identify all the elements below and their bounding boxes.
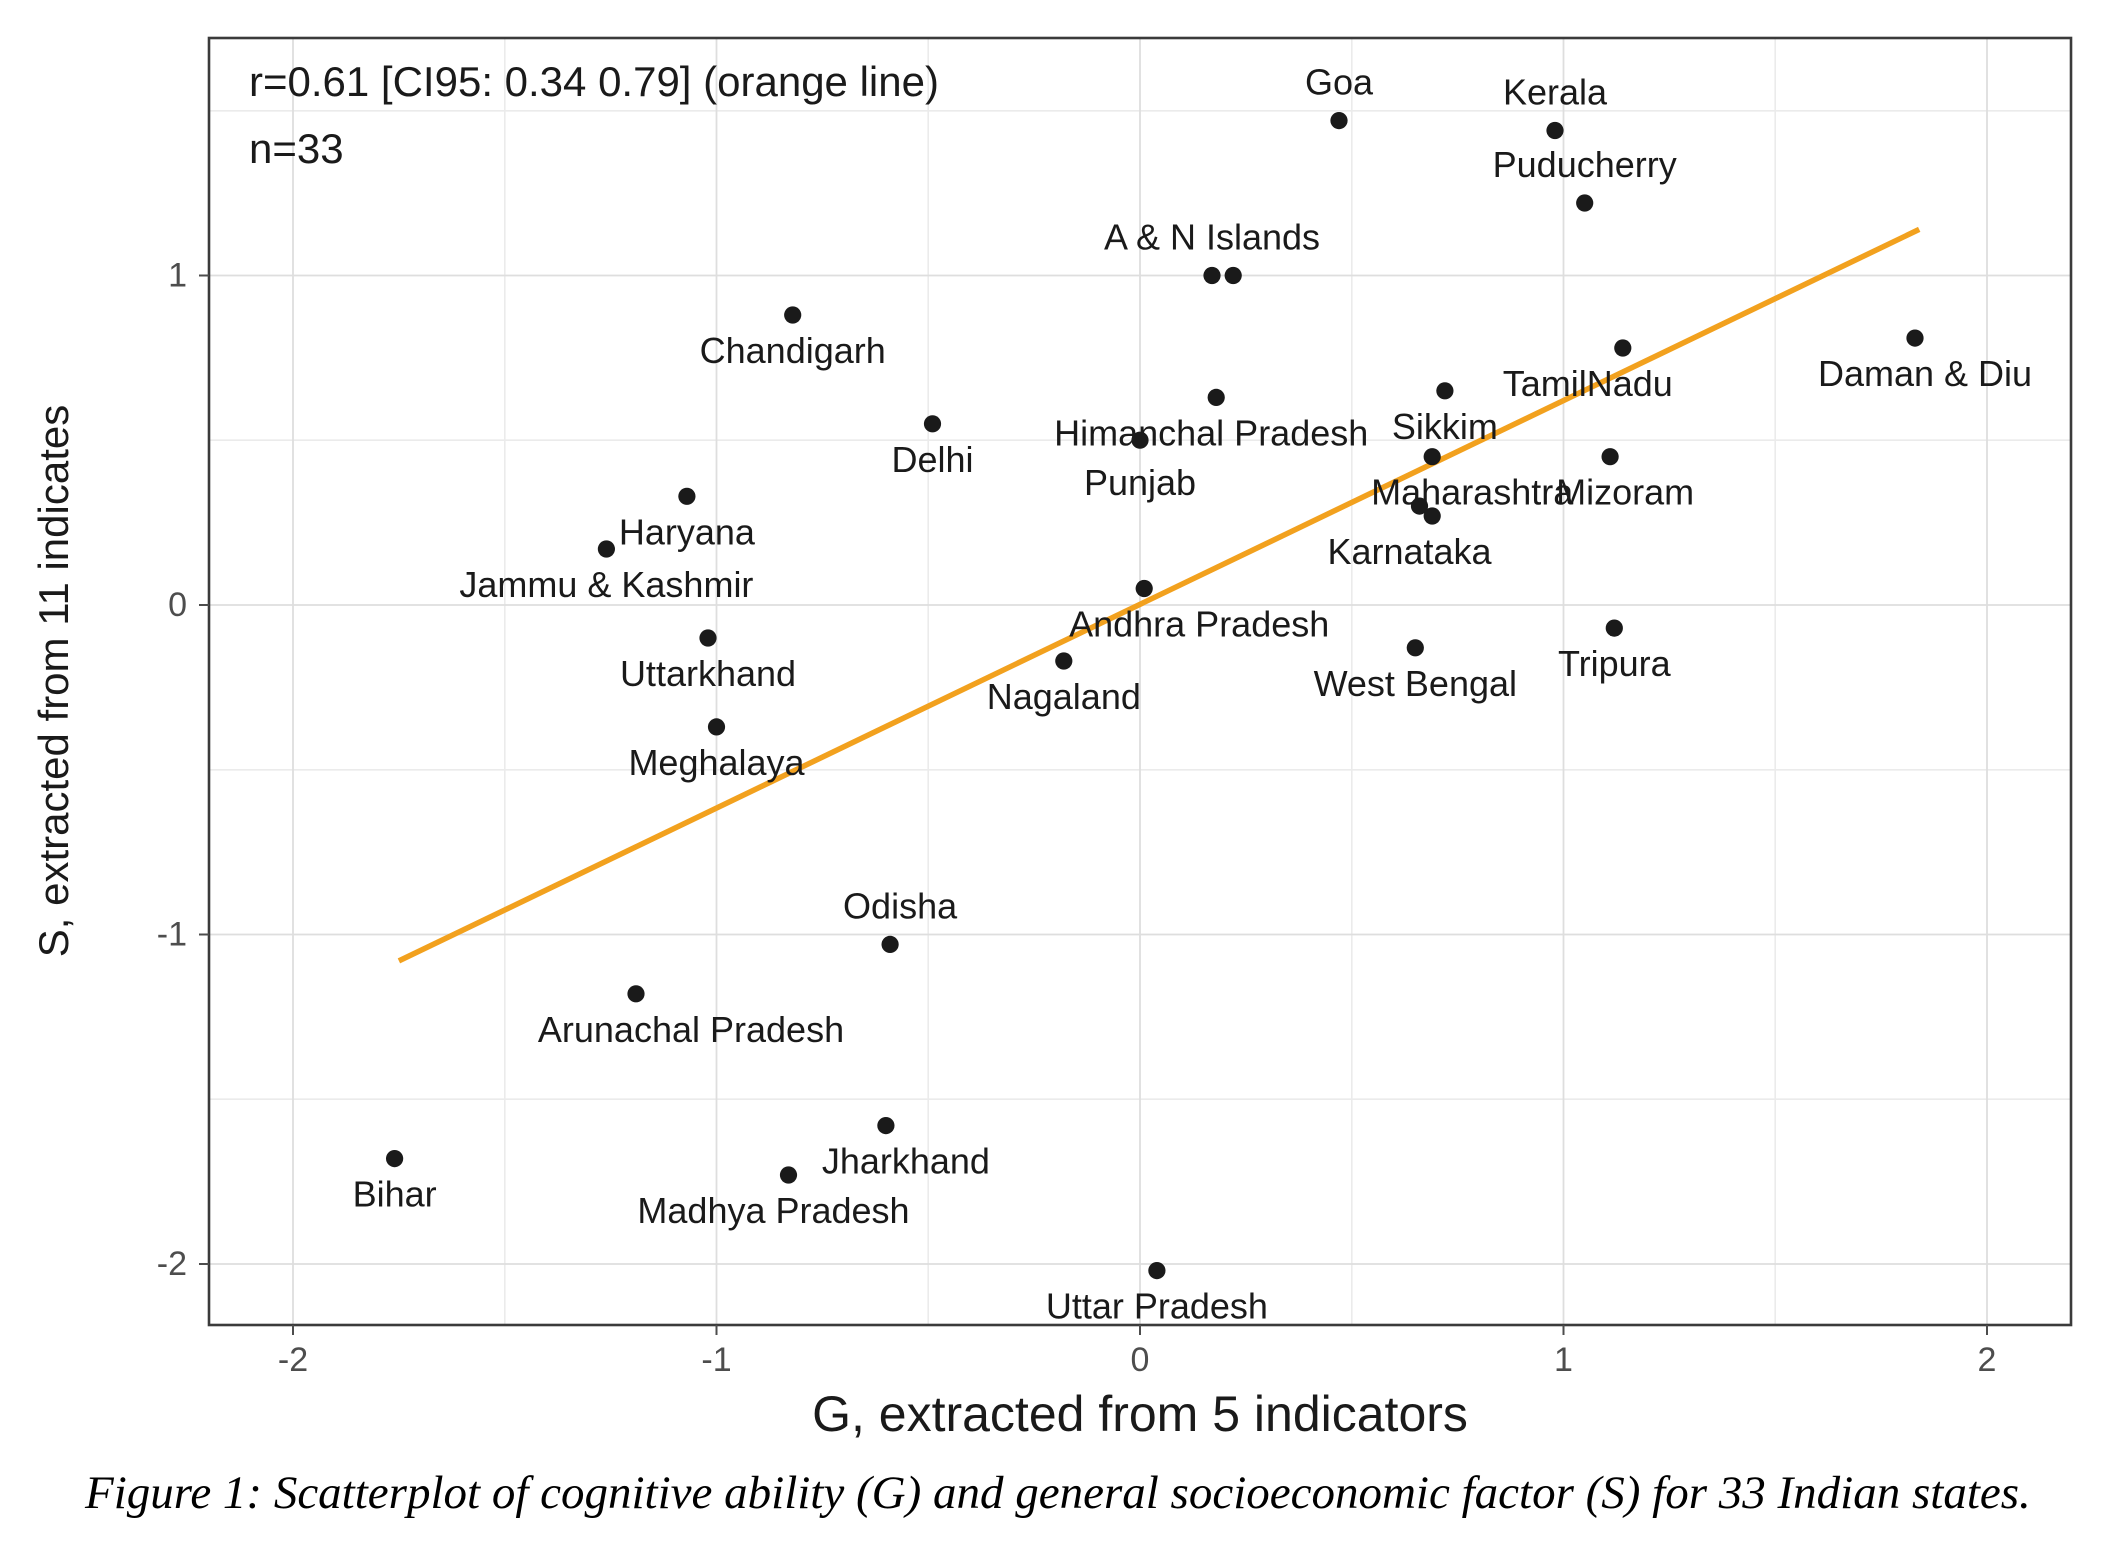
svg-text:Haryana: Haryana <box>619 511 756 552</box>
svg-text:Sikkim: Sikkim <box>1392 406 1498 447</box>
svg-text:-2: -2 <box>157 1245 187 1283</box>
svg-text:Mizoram: Mizoram <box>1556 472 1694 513</box>
svg-text:Madhya Pradesh: Madhya Pradesh <box>637 1190 909 1231</box>
svg-text:Chandigarh: Chandigarh <box>700 330 886 371</box>
svg-text:Delhi: Delhi <box>891 439 973 480</box>
svg-text:TamilNadu: TamilNadu <box>1503 363 1673 404</box>
svg-text:-2: -2 <box>278 1341 308 1379</box>
svg-text:0: 0 <box>168 586 187 624</box>
svg-text:Maharashtra: Maharashtra <box>1371 472 1574 513</box>
svg-text:Jharkhand: Jharkhand <box>822 1141 990 1182</box>
svg-text:Uttar Pradesh: Uttar Pradesh <box>1046 1286 1268 1327</box>
svg-text:Punjab: Punjab <box>1084 462 1196 503</box>
svg-text:Puducherry: Puducherry <box>1493 144 1677 185</box>
svg-text:Tripura: Tripura <box>1558 643 1672 684</box>
svg-text:n=33: n=33 <box>249 125 344 172</box>
svg-text:Bihar: Bihar <box>353 1174 437 1215</box>
svg-text:-1: -1 <box>701 1341 731 1379</box>
svg-text:Himanchal Pradesh: Himanchal Pradesh <box>1054 412 1368 453</box>
svg-text:Kerala: Kerala <box>1503 72 1608 113</box>
svg-text:Meghalaya: Meghalaya <box>628 742 805 783</box>
svg-text:1: 1 <box>1554 1341 1573 1379</box>
svg-text:West Bengal: West Bengal <box>1314 663 1517 704</box>
svg-text:Uttarkhand: Uttarkhand <box>620 653 796 694</box>
svg-text:Andhra Pradesh: Andhra Pradesh <box>1069 604 1329 645</box>
svg-text:Odisha: Odisha <box>843 885 958 926</box>
svg-text:1: 1 <box>168 257 187 295</box>
svg-text:r=0.61 [CI95: 0.34 0.79] (oran: r=0.61 [CI95: 0.34 0.79] (orange line) <box>249 58 939 105</box>
svg-text:2: 2 <box>1978 1341 1997 1379</box>
svg-text:Nagaland: Nagaland <box>987 676 1141 717</box>
svg-text:Jammu & Kashmir: Jammu & Kashmir <box>459 564 753 605</box>
svg-text:Goa: Goa <box>1305 62 1374 103</box>
svg-text:A & N Islands: A & N Islands <box>1104 217 1320 258</box>
svg-text:Daman & Diu: Daman & Diu <box>1818 353 2032 394</box>
svg-text:Arunachal Pradesh: Arunachal Pradesh <box>538 1009 844 1050</box>
svg-text:-1: -1 <box>157 916 187 954</box>
svg-text:0: 0 <box>1131 1341 1150 1379</box>
svg-text:Karnataka: Karnataka <box>1327 531 1492 572</box>
